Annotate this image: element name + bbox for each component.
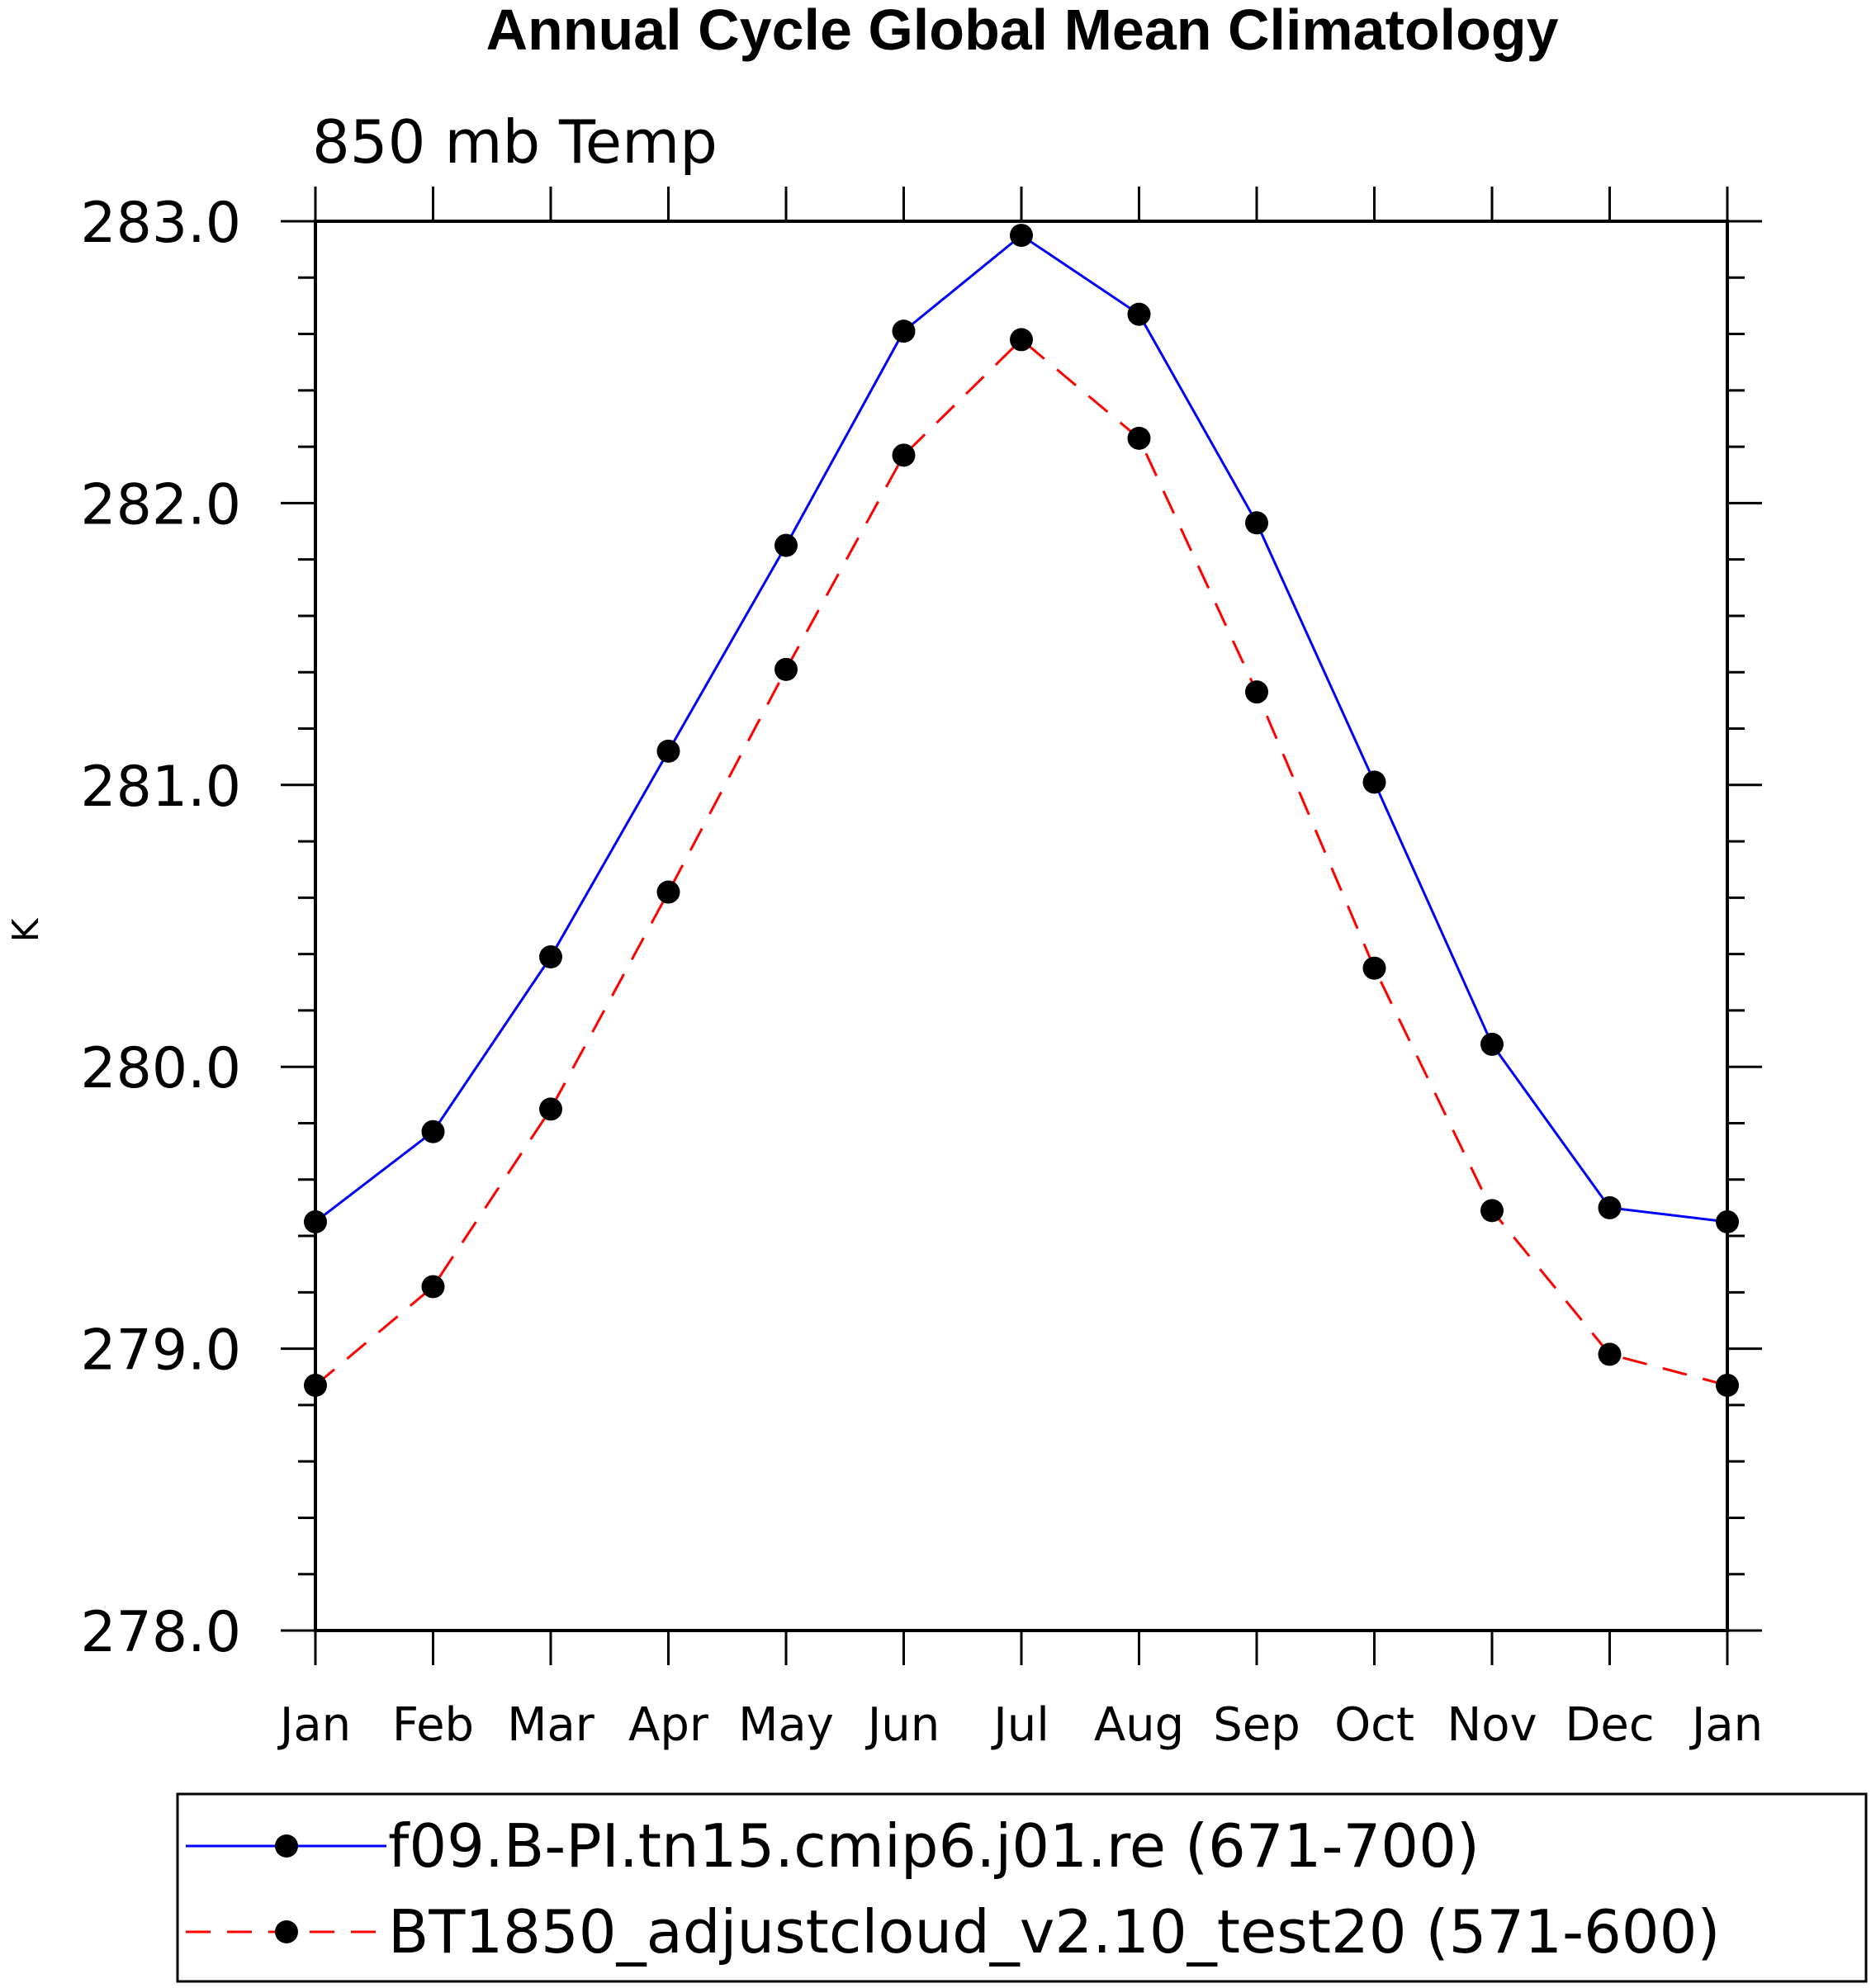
series-2-point: [1480, 1199, 1504, 1223]
y-tick-labels: 278.0 279.0 280.0 281.0 282.0 283.0: [80, 191, 241, 1665]
legend: f09.B-PI.tn15.cmip6.j01.re (671-700) BT1…: [176, 1792, 1868, 1983]
series-2-point: [421, 1275, 445, 1299]
series-1-point: [1245, 511, 1268, 535]
series-2-point: [1127, 426, 1151, 450]
series-2-point: [774, 657, 798, 681]
x-tick-label: Jul: [991, 1698, 1049, 1752]
series-2-point: [892, 443, 916, 467]
y-tick-label: 278.0: [80, 1600, 241, 1665]
series-1-point: [304, 1209, 327, 1233]
series-1-point: [1716, 1209, 1739, 1233]
y-tick-label: 281.0: [80, 755, 241, 820]
series-1-point: [1598, 1195, 1622, 1219]
x-tick-label: May: [738, 1698, 834, 1752]
series-1-point: [539, 945, 562, 969]
series-1-point: [1480, 1032, 1504, 1056]
series-2-point: [1598, 1342, 1622, 1366]
series-layer: [304, 224, 1739, 1397]
legend-marker-series-1: [275, 1834, 298, 1858]
series-1-point: [1362, 770, 1386, 794]
series-1-point: [1010, 224, 1033, 248]
axis-ticks: [281, 187, 1762, 1665]
series-1-point: [1127, 302, 1151, 326]
legend-label-series-2: BT1850_adjustcloud_v2.10_test20 (571-600…: [388, 1897, 1721, 1967]
x-tick-label: Jan: [277, 1698, 351, 1752]
series-1-point: [774, 533, 798, 557]
x-tick-label: Jun: [865, 1698, 940, 1752]
chart-title: Annual Cycle Global Mean Climatology: [486, 0, 1558, 62]
x-tick-labels: Jan Feb Mar Apr May Jun Jul Aug Sep Oct Nov Dec Jan: [277, 1698, 1763, 1752]
y-axis-label: K: [5, 917, 47, 942]
series-1-point: [421, 1119, 445, 1143]
y-tick-label: 279.0: [80, 1318, 241, 1384]
series-2-point: [1362, 956, 1386, 980]
chart-subtitle: 850 mb Temp: [312, 107, 718, 177]
series-2-point: [304, 1373, 327, 1397]
x-tick-label: Sep: [1213, 1698, 1300, 1752]
x-tick-label: Oct: [1334, 1698, 1414, 1752]
x-tick-label: Jan: [1689, 1698, 1763, 1752]
series-1-point: [656, 739, 680, 763]
series-2-point: [1010, 328, 1033, 352]
series-2-point: [656, 880, 680, 904]
y-tick-label: 283.0: [80, 191, 241, 256]
plot-area: [314, 220, 1729, 1632]
legend-label-series-1: f09.B-PI.tn15.cmip6.j01.re (671-700): [388, 1811, 1480, 1881]
series-2-line: [315, 338, 1728, 1387]
x-tick-label: Aug: [1094, 1698, 1184, 1752]
series-2-point: [1245, 680, 1268, 704]
x-tick-label: Apr: [628, 1698, 709, 1752]
series-1-line: [315, 234, 1728, 1224]
legend-box: [176, 1792, 1868, 1983]
x-tick-label: Nov: [1447, 1698, 1537, 1752]
series-2-point: [539, 1097, 562, 1121]
series-1-point: [892, 320, 916, 343]
series-2-point: [1716, 1373, 1739, 1397]
x-tick-label: Feb: [392, 1698, 474, 1752]
legend-marker-series-2: [275, 1920, 298, 1943]
x-tick-label: Mar: [507, 1698, 595, 1752]
x-tick-label: Dec: [1565, 1698, 1654, 1752]
y-tick-label: 280.0: [80, 1036, 241, 1101]
y-tick-label: 282.0: [80, 472, 241, 537]
